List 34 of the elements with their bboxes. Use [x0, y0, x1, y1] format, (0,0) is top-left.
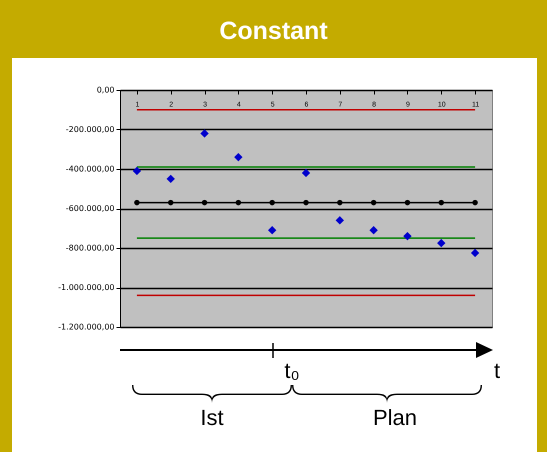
text: Ist [200, 405, 224, 430]
point [269, 200, 275, 206]
point [403, 232, 412, 240]
point [302, 168, 310, 178]
y-tick-label: -1.200.000,00 [58, 322, 114, 332]
point [337, 200, 343, 206]
y-tick-label: -800.000,00 [66, 244, 114, 252]
text: t₀ [284, 358, 300, 383]
text: t [494, 358, 500, 383]
point [470, 248, 480, 258]
point [234, 152, 243, 162]
point [202, 200, 208, 206]
y-tick-label: -1.000.000,00 [58, 283, 114, 292]
point [370, 200, 376, 206]
y-tick-label: -600.000,00 [66, 204, 114, 213]
point [134, 200, 140, 206]
point [472, 200, 478, 206]
y-tick-label: 0,00 [96, 86, 114, 94]
point [438, 200, 444, 206]
y-tick-label: -400.000,00 [66, 164, 114, 174]
chart-title: Constant [218, 16, 329, 47]
point [303, 200, 309, 206]
point [369, 226, 378, 234]
point [236, 200, 242, 206]
point [166, 174, 175, 184]
y-tick-label: -200.000,00 [66, 125, 114, 134]
point [437, 238, 446, 248]
point [132, 166, 142, 176]
point [404, 200, 410, 206]
point [336, 216, 344, 225]
point [200, 129, 209, 138]
point [268, 226, 276, 234]
point [168, 200, 174, 206]
text: Plan [372, 405, 418, 430]
